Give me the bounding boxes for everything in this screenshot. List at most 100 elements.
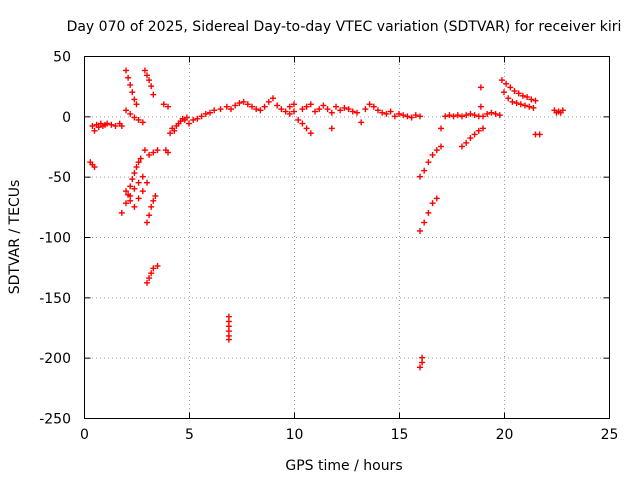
data-point (303, 125, 310, 132)
data-point (459, 113, 465, 120)
data-point (282, 108, 289, 115)
data-point (396, 110, 402, 117)
data-point (421, 167, 428, 174)
data-point (123, 188, 129, 195)
data-point (146, 275, 153, 282)
data-point (146, 77, 153, 84)
data-point (477, 103, 484, 110)
data-point (123, 200, 129, 207)
data-point (148, 83, 155, 90)
data-point (144, 72, 150, 79)
data-point (354, 109, 360, 116)
data-point (328, 125, 335, 132)
data-point (383, 110, 390, 117)
data-point (144, 219, 150, 226)
data-point (429, 151, 436, 158)
data-point (463, 112, 470, 119)
data-point (417, 173, 423, 180)
data-point (400, 112, 407, 119)
data-point (412, 112, 419, 119)
data-point (421, 219, 428, 226)
plot-frame (84, 56, 610, 419)
data-point (194, 115, 201, 122)
data-point (316, 106, 323, 113)
y-tick-label: 0 (62, 110, 71, 126)
data-point (417, 364, 423, 371)
data-point (278, 106, 285, 113)
data-point (131, 185, 138, 192)
data-point (536, 131, 543, 138)
data-point (438, 125, 444, 132)
data-point (211, 107, 218, 114)
data-point (517, 101, 524, 108)
x-tick-label: 5 (185, 427, 194, 443)
data-point (186, 120, 192, 127)
data-point (108, 121, 115, 128)
data-point (144, 179, 150, 186)
data-point (467, 110, 474, 117)
data-point (125, 74, 132, 81)
data-point (507, 84, 514, 91)
data-point (150, 197, 157, 204)
data-point (425, 209, 432, 216)
data-point (295, 116, 302, 123)
data-point (501, 89, 507, 96)
data-point (513, 100, 520, 107)
y-tick-label: -150 (39, 291, 71, 307)
data-point (223, 103, 230, 110)
data-point (349, 108, 356, 115)
data-point (291, 108, 297, 115)
x-tick-label: 25 (601, 427, 619, 443)
data-point (488, 109, 495, 116)
data-point (484, 110, 491, 117)
data-point (358, 119, 365, 126)
data-point (150, 265, 157, 272)
data-point (345, 106, 352, 113)
data-point (146, 212, 153, 219)
data-point (454, 112, 461, 119)
data-point (118, 122, 125, 129)
data-point (419, 354, 426, 361)
data-point (328, 109, 335, 116)
data-point (557, 109, 564, 116)
data-point (459, 143, 465, 150)
x-tick-label: 0 (80, 427, 89, 443)
data-point (438, 143, 444, 150)
data-point (522, 102, 528, 109)
data-point (146, 151, 153, 158)
data-point (207, 109, 213, 116)
data-point (366, 101, 373, 108)
data-point (532, 97, 539, 104)
data-point (429, 200, 436, 207)
data-point (530, 104, 537, 111)
y-axis-label: SDTVAR / TECUs (7, 180, 23, 295)
data-point (303, 103, 310, 110)
data-point (123, 67, 129, 74)
data-point (270, 95, 276, 102)
data-point (135, 159, 142, 166)
y-tick-label: -100 (39, 231, 71, 247)
data-point (387, 108, 394, 115)
data-point (261, 103, 268, 110)
data-point (515, 90, 522, 97)
data-point (127, 110, 134, 117)
data-point (202, 110, 209, 117)
data-point (526, 103, 533, 110)
data-point (503, 80, 510, 87)
data-point (131, 203, 138, 210)
data-point (118, 209, 125, 216)
data-point (150, 149, 157, 156)
data-point (131, 96, 138, 103)
data-point (433, 147, 440, 154)
data-point (129, 89, 136, 96)
data-point (127, 183, 134, 190)
axes: 0 5 10 15 20 25 -250 -200 -150 -100 -50 0 50 (39, 50, 618, 444)
data-point (190, 116, 197, 123)
data-points (87, 67, 566, 371)
data-point (123, 107, 129, 114)
data-point (198, 113, 205, 120)
data-point (131, 114, 138, 121)
data-point (137, 155, 144, 162)
data-point (129, 176, 136, 183)
x-tick-label: 15 (391, 427, 409, 443)
